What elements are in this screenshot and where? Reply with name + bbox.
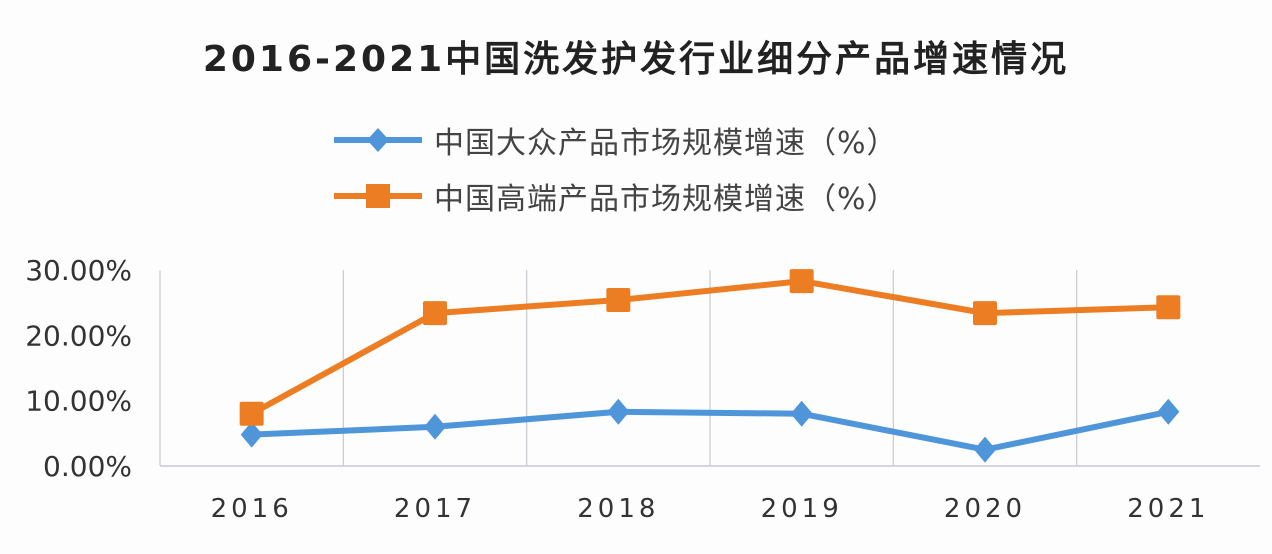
- x-tick-label: 2017: [394, 494, 476, 524]
- data-point-diamond: [607, 398, 630, 425]
- series-line: [251, 408, 1169, 453]
- data-point-square: [973, 301, 997, 326]
- y-tick-label: 10.00%: [25, 385, 132, 418]
- data-point-diamond: [1157, 398, 1180, 425]
- data-point-diamond: [424, 413, 446, 440]
- data-point-diamond: [240, 421, 263, 448]
- data-point-square: [423, 301, 447, 326]
- x-tick-label: 2021: [1127, 494, 1209, 524]
- y-tick-label: 30.00%: [25, 254, 132, 287]
- data-point-square: [606, 288, 631, 313]
- x-tick-label: 2016: [211, 494, 293, 524]
- legend-label: 中国大众产品市场规模增速（%）: [434, 126, 898, 161]
- diamond-marker-icon: [334, 128, 422, 152]
- data-point-diamond: [790, 400, 813, 427]
- legend-label: 中国高端产品市场规模增速（%）: [434, 182, 898, 217]
- y-tick-label: 0.00%: [43, 450, 132, 483]
- chart-title: 2016-2021中国洗发护发行业细分产品增速情况: [202, 39, 1070, 80]
- x-tick-label: 2019: [761, 494, 843, 524]
- legend-item-premium: 中国高端产品市场规模增速（%）: [334, 176, 898, 217]
- data-point-square: [789, 269, 814, 294]
- data-point-square: [239, 401, 264, 426]
- x-tick-label: 2020: [944, 494, 1026, 524]
- x-tick-label: 2018: [577, 494, 659, 524]
- data-point-diamond: [974, 436, 996, 463]
- y-tick-label: 20.00%: [25, 319, 132, 352]
- data-point-square: [1156, 295, 1181, 320]
- series-line: [250, 278, 1169, 417]
- legend-item-mass: 中国大众产品市场规模增速（%）: [334, 120, 898, 161]
- square-marker-icon: [334, 184, 422, 208]
